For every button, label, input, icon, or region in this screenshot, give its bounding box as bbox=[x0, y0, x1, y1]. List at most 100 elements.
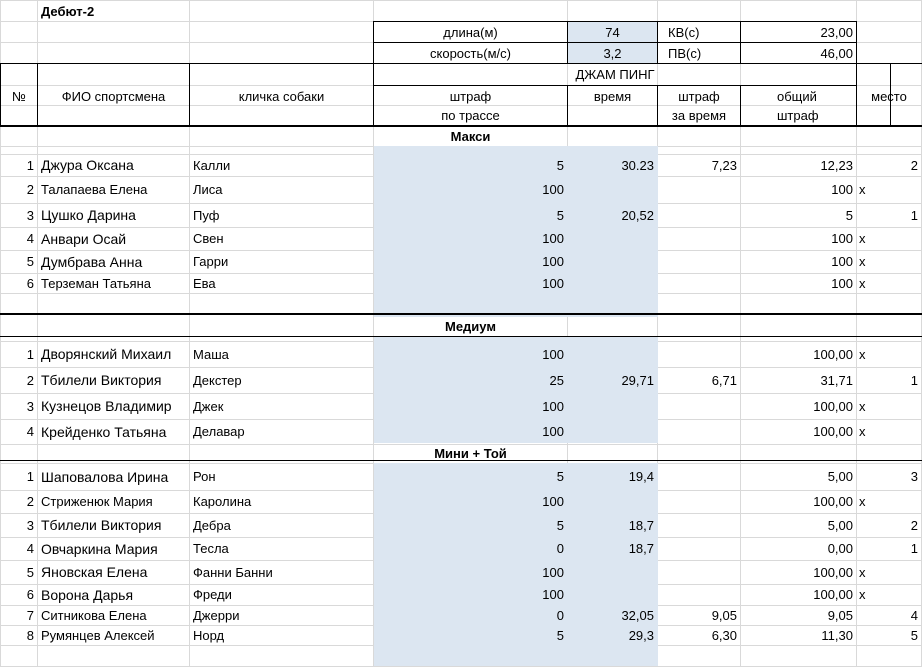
place[interactable] bbox=[857, 250, 921, 273]
run-time[interactable]: 29,3 bbox=[628, 627, 654, 643]
header-dog-name[interactable]: кличка собаки bbox=[238, 88, 325, 104]
header-course-penalty-line2[interactable]: по трассе bbox=[441, 108, 500, 123]
disqualified-mark[interactable]: х bbox=[859, 182, 866, 197]
total-penalty[interactable]: 100,00 bbox=[813, 587, 853, 602]
course-penalty[interactable]: 100 bbox=[542, 275, 564, 291]
course-penalty[interactable]: 0 bbox=[556, 541, 564, 556]
row-number[interactable]: 6 bbox=[26, 587, 34, 602]
header-time[interactable]: время bbox=[593, 88, 632, 104]
dog-name[interactable]: Норд bbox=[193, 627, 225, 643]
athlete-name[interactable]: Стриженюк Мария bbox=[41, 494, 153, 509]
run-time[interactable]: 18,7 bbox=[628, 541, 654, 556]
header-course-penalty-line1[interactable]: штраф bbox=[449, 88, 492, 104]
total-penalty[interactable]: 5,00 bbox=[827, 517, 853, 533]
time-penalty[interactable]: 7,23 bbox=[711, 157, 737, 173]
run-time[interactable] bbox=[568, 273, 657, 293]
dog-name[interactable]: Рон bbox=[193, 469, 216, 484]
dog-name[interactable]: Свен bbox=[193, 231, 224, 246]
place[interactable] bbox=[857, 227, 921, 250]
total-penalty[interactable]: 100,00 bbox=[813, 564, 853, 580]
row-number[interactable]: 6 bbox=[26, 275, 34, 291]
disqualified-mark[interactable]: х bbox=[859, 424, 866, 439]
row-number[interactable]: 1 bbox=[26, 469, 34, 484]
section-title-maxi[interactable]: Макси bbox=[450, 129, 491, 144]
header-time-penalty-line1[interactable]: штраф bbox=[678, 88, 720, 104]
total-penalty[interactable]: 5,00 bbox=[827, 469, 853, 484]
speed-label[interactable]: скорость(м/с) bbox=[430, 45, 511, 61]
total-penalty[interactable]: 100 bbox=[831, 275, 853, 291]
time-penalty[interactable] bbox=[658, 584, 740, 605]
dog-name[interactable]: Маша bbox=[193, 346, 229, 362]
place[interactable] bbox=[857, 393, 921, 419]
length-label[interactable]: длина(м) bbox=[443, 24, 498, 40]
course-penalty[interactable]: 5 bbox=[556, 627, 564, 643]
athlete-name[interactable]: Ворона Дарья bbox=[41, 586, 134, 603]
place[interactable] bbox=[857, 584, 921, 605]
course-penalty[interactable]: 100 bbox=[542, 424, 564, 439]
dog-name[interactable]: Лиса bbox=[193, 182, 223, 197]
time-penalty[interactable]: 6,30 bbox=[711, 627, 737, 643]
run-time[interactable] bbox=[568, 393, 657, 419]
speed-value[interactable]: 3,2 bbox=[603, 45, 622, 61]
dog-name[interactable]: Фреди bbox=[193, 587, 232, 602]
header-time-penalty-line2[interactable]: за время bbox=[671, 108, 727, 123]
run-time[interactable] bbox=[568, 176, 657, 203]
run-time[interactable]: 20,52 bbox=[621, 207, 654, 223]
course-penalty[interactable]: 100 bbox=[542, 587, 564, 602]
time-penalty[interactable]: 9,05 bbox=[711, 607, 737, 623]
run-time[interactable]: 30.23 bbox=[621, 157, 654, 173]
place[interactable]: 1 bbox=[910, 541, 918, 556]
time-penalty[interactable] bbox=[658, 227, 740, 250]
pv-label[interactable]: ПВ(с) bbox=[668, 45, 702, 61]
athlete-name[interactable]: Думбрава Анна bbox=[41, 253, 143, 270]
time-penalty[interactable] bbox=[658, 250, 740, 273]
dog-name[interactable]: Джек bbox=[193, 398, 224, 414]
header-number[interactable]: № bbox=[12, 88, 26, 104]
place[interactable]: 1 bbox=[910, 372, 918, 388]
row-number[interactable]: 4 bbox=[26, 424, 34, 439]
total-penalty[interactable]: 100,00 bbox=[813, 494, 853, 509]
athlete-name[interactable]: Терземан Татьяна bbox=[41, 275, 152, 291]
time-penalty[interactable] bbox=[658, 490, 740, 513]
time-penalty[interactable] bbox=[658, 393, 740, 419]
athlete-name[interactable]: Талапаева Елена bbox=[41, 182, 148, 197]
sheet-title[interactable]: Дебют-2 bbox=[41, 3, 95, 19]
dog-name[interactable]: Декстер bbox=[193, 372, 242, 388]
row-number[interactable]: 4 bbox=[26, 541, 34, 556]
time-penalty[interactable] bbox=[658, 341, 740, 367]
disqualified-mark[interactable]: х bbox=[859, 398, 866, 414]
time-penalty[interactable]: 6,71 bbox=[711, 372, 737, 388]
dog-name[interactable]: Джерри bbox=[193, 607, 240, 623]
dog-name[interactable]: Каролина bbox=[193, 494, 252, 509]
total-penalty[interactable]: 100,00 bbox=[813, 346, 853, 362]
athlete-name[interactable]: Тбилели Виктория bbox=[41, 372, 162, 388]
course-penalty[interactable]: 5 bbox=[556, 469, 564, 484]
section-title-mini-toy[interactable]: Мини + Той bbox=[434, 445, 507, 461]
athlete-name[interactable]: Яновская Елена bbox=[41, 564, 148, 580]
athlete-name[interactable]: Дворянский Михаил bbox=[41, 346, 172, 362]
athlete-name[interactable]: Крейденко Татьяна bbox=[41, 423, 167, 440]
course-penalty[interactable]: 5 bbox=[556, 207, 564, 223]
run-time[interactable]: 32,05 bbox=[621, 607, 654, 623]
place[interactable]: 1 bbox=[910, 207, 918, 223]
header-total-line2[interactable]: штраф bbox=[777, 108, 819, 123]
time-penalty[interactable] bbox=[658, 560, 740, 584]
place[interactable] bbox=[857, 419, 921, 444]
row-number[interactable]: 5 bbox=[26, 564, 34, 580]
disqualified-mark[interactable]: х bbox=[859, 564, 866, 580]
row-number[interactable]: 1 bbox=[26, 346, 34, 362]
place[interactable] bbox=[857, 176, 921, 203]
time-penalty[interactable] bbox=[658, 513, 740, 537]
place[interactable]: 2 bbox=[910, 157, 918, 173]
course-penalty[interactable]: 100 bbox=[542, 182, 564, 197]
pv-value[interactable]: 46,00 bbox=[820, 45, 853, 61]
place[interactable]: 4 bbox=[910, 607, 918, 623]
length-value[interactable]: 74 bbox=[605, 24, 620, 40]
course-penalty[interactable]: 25 bbox=[549, 372, 564, 388]
row-number[interactable]: 1 bbox=[26, 157, 34, 173]
disqualified-mark[interactable]: х bbox=[859, 254, 866, 269]
place[interactable] bbox=[857, 273, 921, 293]
header-place[interactable]: место bbox=[871, 88, 907, 104]
place[interactable]: 2 bbox=[910, 517, 918, 533]
athlete-name[interactable]: Шаповалова Ирина bbox=[41, 468, 169, 485]
